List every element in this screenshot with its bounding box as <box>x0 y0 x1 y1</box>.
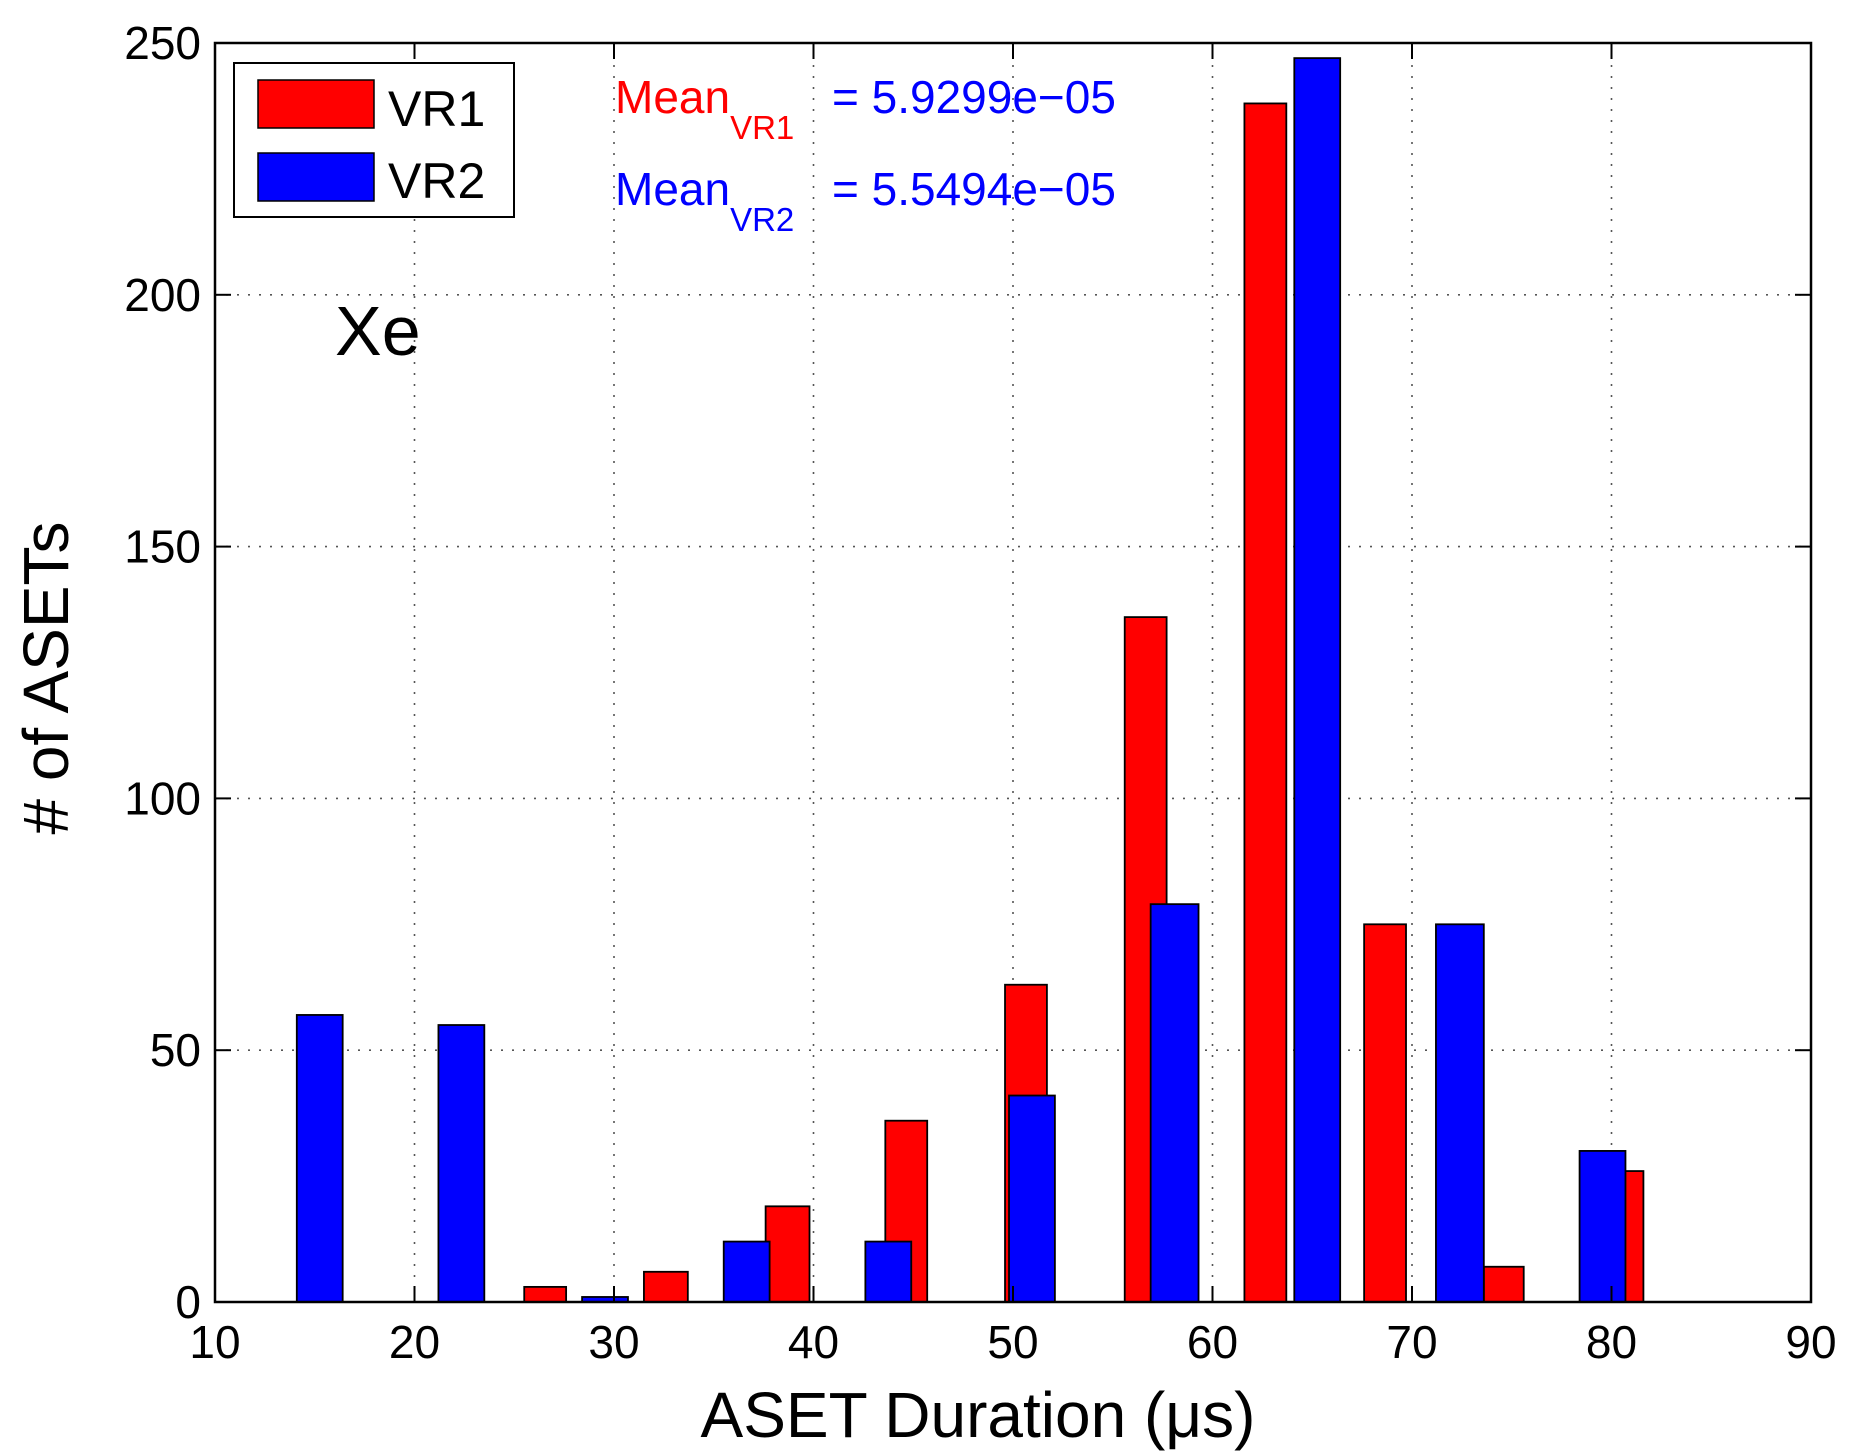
species-annotation: Xe <box>335 292 421 370</box>
bar-vr2 <box>722 1240 771 1303</box>
x-tick-label: 30 <box>588 1316 639 1368</box>
x-tick-label: 60 <box>1187 1316 1238 1368</box>
legend-label-vr2: VR2 <box>388 153 485 209</box>
y-tick-label: 150 <box>124 521 201 573</box>
bar-vr1 <box>1363 923 1407 1303</box>
y-tick-label: 100 <box>124 772 201 824</box>
bar-vr2 <box>295 1014 344 1303</box>
mean-vr1-label: Mean <box>615 71 730 123</box>
y-tick-label: 50 <box>150 1024 201 1076</box>
y-tick-label: 0 <box>175 1276 201 1328</box>
bar-vr1 <box>643 1270 689 1303</box>
bars <box>295 57 1645 1303</box>
bar-vr2 <box>437 1024 486 1303</box>
bar-vr2 <box>1293 57 1342 1303</box>
bar-vr1 <box>1243 102 1288 1303</box>
bar-vr2 <box>1578 1150 1627 1303</box>
mean-vr2-annotation: MeanVR2 = 5.5494e−05 <box>615 163 1116 238</box>
y-axis-label: # of ASETs <box>10 521 82 834</box>
mean-vr2-label: Mean <box>615 163 730 215</box>
bar-vr2 <box>1149 903 1200 1303</box>
mean-vr1-annotation: MeanVR1 = 5.9299e−05 <box>615 71 1116 146</box>
legend-label-vr1: VR1 <box>388 81 485 137</box>
x-tick-label: 20 <box>389 1316 440 1368</box>
mean-vr2-value: = 5.5494e−05 <box>832 163 1116 215</box>
mean-vr1-subscript: VR1 <box>730 109 794 146</box>
bar-vr2 <box>1008 1094 1056 1303</box>
bar-vr1 <box>764 1205 811 1303</box>
legend: VR1 VR2 <box>233 62 515 218</box>
y-tick-label: 250 <box>124 17 201 69</box>
y-tick-label: 200 <box>124 269 201 321</box>
x-tick-label: 40 <box>788 1316 839 1368</box>
bar-vr1 <box>523 1285 568 1303</box>
axis-ticks: 10 20 30 40 50 60 70 80 90 0 50 100 150 200 250 <box>124 17 1836 1368</box>
x-axis-label: ASET Duration (μs) <box>701 1379 1256 1451</box>
mean-vr1-value: = 5.9299e−05 <box>832 71 1116 123</box>
legend-swatch-vr2 <box>257 152 375 202</box>
x-tick-label: 80 <box>1586 1316 1637 1368</box>
x-tick-label: 50 <box>987 1316 1038 1368</box>
x-tick-label: 10 <box>189 1316 240 1368</box>
mean-vr2-subscript: VR2 <box>730 201 794 238</box>
x-tick-label: 90 <box>1785 1316 1836 1368</box>
x-tick-label: 70 <box>1386 1316 1437 1368</box>
bar-vr1 <box>1482 1265 1525 1303</box>
legend-swatch-vr1 <box>257 79 375 129</box>
svg-text:MeanVR2: MeanVR2 <box>615 163 794 238</box>
bar-vr2 <box>1435 923 1485 1303</box>
bar-vr2 <box>864 1240 913 1303</box>
svg-text:MeanVR1: MeanVR1 <box>615 71 794 146</box>
